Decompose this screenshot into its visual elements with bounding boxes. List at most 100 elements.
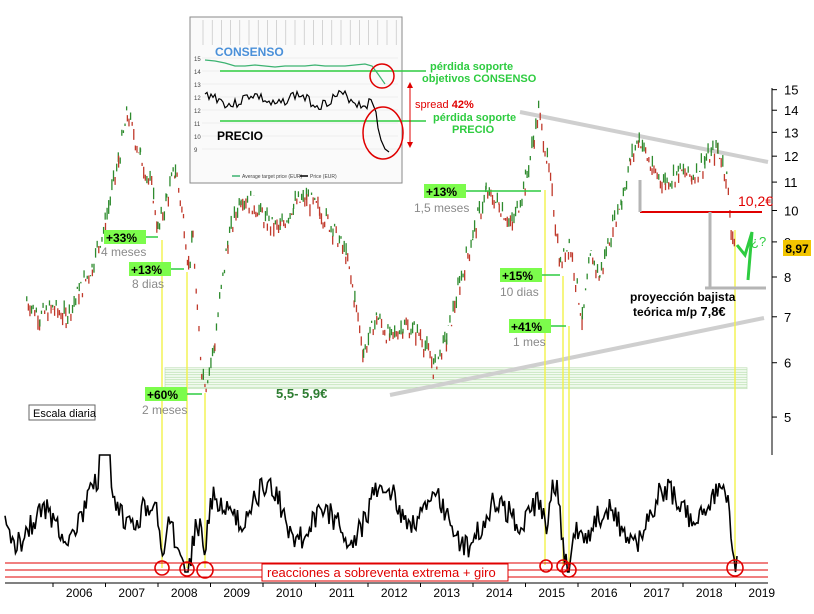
current-price-badge bbox=[783, 240, 811, 256]
gain-label: +15% bbox=[502, 269, 533, 283]
price-axis-label: 14 bbox=[784, 103, 798, 118]
gain-duration: 10 dias bbox=[500, 285, 539, 299]
time-axis-label: 2011 bbox=[329, 586, 355, 600]
inset-panel: CONSENSO PRECIO 15 14 13 12 12 11 10 9 A… bbox=[189, 16, 426, 184]
time-axis-label: 2009 bbox=[223, 586, 250, 600]
price-axis-label: 8 bbox=[784, 270, 791, 285]
inset-price-circle bbox=[362, 106, 404, 160]
upper-trendline bbox=[519, 110, 769, 164]
reaction-circle bbox=[539, 559, 553, 573]
inset-note-price-1: pérdida soporte bbox=[433, 112, 516, 124]
support-label: 10,2€ bbox=[738, 193, 773, 209]
inset-y-tick: 12 bbox=[194, 96, 201, 102]
price-axis-label: 12 bbox=[784, 149, 798, 164]
inset-legend-2: Price (EUR) bbox=[310, 174, 337, 180]
projection-arrow bbox=[735, 231, 754, 281]
gain-badge bbox=[424, 184, 466, 198]
gain-badge bbox=[145, 387, 187, 401]
time-axis-label: 2016 bbox=[591, 586, 618, 600]
support-zone-fill bbox=[164, 367, 748, 390]
reaction-circle bbox=[154, 560, 170, 576]
inset-consensus-circle bbox=[369, 63, 395, 89]
current-price-label: 8,97 bbox=[785, 242, 809, 256]
gain-label: +60% bbox=[147, 388, 178, 402]
reaction-circle bbox=[196, 561, 214, 579]
target-line1: proyección bajista bbox=[630, 290, 736, 304]
time-axis-label: 2012 bbox=[381, 586, 408, 600]
annotation-group: +33% 4 meses +13% 8 dias +60% 2 meses +1… bbox=[101, 184, 566, 417]
gain-label: +13% bbox=[131, 263, 162, 277]
time-axis-label: 2010 bbox=[276, 586, 303, 600]
inset-y-tick: 11 bbox=[194, 122, 201, 128]
support-zone-label: 5,5- 5,9€ bbox=[276, 386, 327, 401]
inset-frame bbox=[189, 16, 403, 184]
gain-badge bbox=[509, 319, 551, 333]
lower-trendline bbox=[389, 316, 765, 397]
inset-y-tick: 13 bbox=[194, 83, 201, 89]
time-axis-label: 2015 bbox=[538, 586, 565, 600]
reaction-circle bbox=[561, 562, 577, 578]
inset-note-consensus-1: pérdida soporte bbox=[430, 61, 513, 73]
gain-badge bbox=[500, 268, 542, 282]
price-series bbox=[26, 100, 735, 393]
gain-label: +13% bbox=[426, 185, 457, 199]
inset-consensus-line bbox=[204, 59, 386, 85]
inset-y-tick: 15 bbox=[194, 57, 201, 63]
time-axis-label: 2006 bbox=[66, 586, 93, 600]
price-axis-label: 13 bbox=[784, 125, 798, 140]
inset-price-title: PRECIO bbox=[217, 129, 263, 143]
gain-duration: 4 meses bbox=[101, 245, 146, 259]
gain-duration: 2 meses bbox=[142, 403, 187, 417]
time-axis-label: 2008 bbox=[171, 586, 198, 600]
question-mark: ¿? bbox=[751, 234, 766, 249]
gain-label: +41% bbox=[511, 320, 542, 334]
support-zone bbox=[164, 367, 748, 390]
inset-grid bbox=[202, 20, 398, 150]
time-axis-label: 2014 bbox=[486, 586, 513, 600]
oscillator-label: reacciones a sobreventa extrema + giro bbox=[267, 565, 496, 580]
gain-badge bbox=[104, 230, 146, 244]
price-axis-label: 7 bbox=[784, 310, 791, 325]
inset-y-tick: 12 bbox=[194, 109, 201, 115]
spread-arrow-head bbox=[407, 82, 413, 88]
oscillator bbox=[4, 454, 738, 573]
inset-y-tick: 10 bbox=[194, 135, 201, 141]
time-axis-label: 2019 bbox=[748, 586, 775, 600]
time-axis-label: 2007 bbox=[118, 586, 145, 600]
price-axis: 56789101112131415 bbox=[772, 83, 798, 425]
inset-y-tick: 14 bbox=[194, 70, 201, 76]
spread-label: spread 42% bbox=[415, 99, 474, 111]
oversold-circles bbox=[154, 559, 744, 579]
oscillator-line bbox=[4, 454, 738, 573]
price-axis-label: 15 bbox=[784, 83, 798, 98]
price-axis-label: 6 bbox=[784, 356, 791, 371]
inset-note-price-2: PRECIO bbox=[452, 124, 495, 136]
price-axis-label: 10 bbox=[784, 204, 798, 219]
price-axis-label: 5 bbox=[784, 410, 791, 425]
scale-label: Escala diaria bbox=[33, 408, 97, 420]
time-axis: 2006 2007 2008 2009 2010 2011 2012 2013 2014 2015… bbox=[52, 583, 775, 600]
time-axis-label: 2013 bbox=[433, 586, 460, 600]
inset-y-tick: 9 bbox=[194, 148, 198, 154]
time-axis-label: 2018 bbox=[696, 586, 723, 600]
inset-notes: pérdida soporte objetivos CONSENSO sprea… bbox=[407, 61, 537, 148]
gain-duration: 8 dias bbox=[132, 277, 164, 291]
gain-duration: 1 mes bbox=[513, 335, 546, 349]
reaction-circle bbox=[726, 559, 744, 577]
inset-consensus-title: CONSENSO bbox=[215, 45, 284, 59]
scale-label-box bbox=[28, 404, 96, 421]
gain-badge bbox=[129, 262, 171, 276]
gain-duration: 1,5 meses bbox=[414, 201, 469, 215]
target-line2: teórica m/p 7,8€ bbox=[633, 304, 726, 319]
guide-lines bbox=[161, 190, 736, 568]
reaction-circle bbox=[179, 561, 195, 577]
price-axis-label: 11 bbox=[784, 175, 798, 190]
spread-arrow-head bbox=[407, 142, 413, 148]
inset-note-consensus-2: objetivos CONSENSO bbox=[422, 73, 537, 85]
gain-label: +33% bbox=[106, 231, 137, 245]
inset-legend-1: Average target price (EUR) bbox=[242, 174, 303, 180]
inset-price-line bbox=[204, 89, 390, 153]
projection-bracket bbox=[638, 180, 766, 290]
